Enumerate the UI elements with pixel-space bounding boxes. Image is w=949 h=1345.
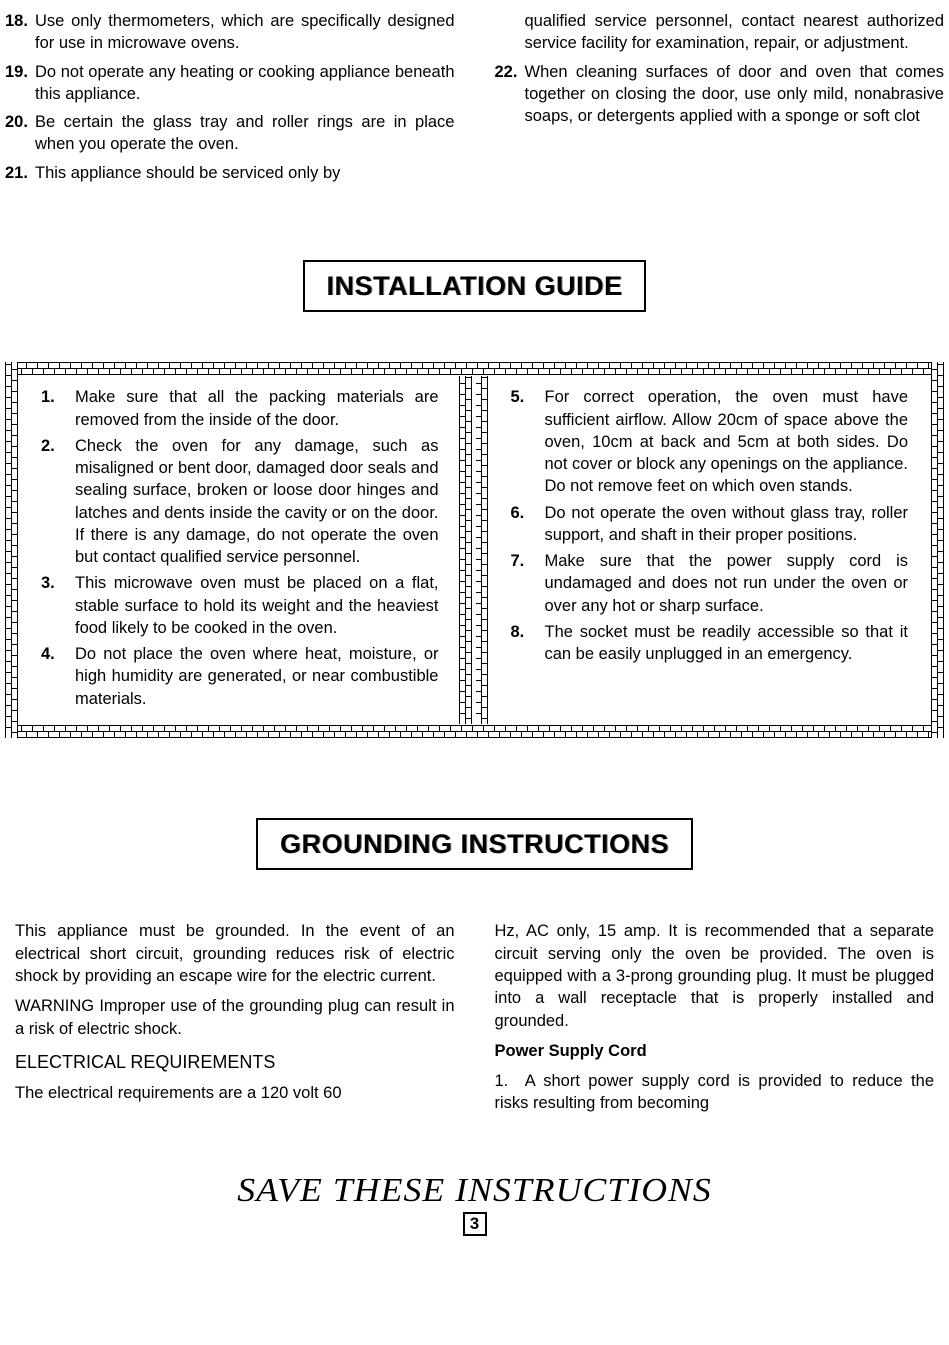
item-number: 19. [5,61,35,106]
border-decoration [926,362,944,738]
precautions-left-col: 18. Use only thermometers, which are spe… [5,10,455,190]
installation-title-wrap: INSTALLATION GUIDE [5,260,944,312]
list-item: 20. Be certain the glass tray and roller… [5,111,455,156]
item-text: Make sure that the power supply cord is … [545,550,909,617]
list-item: 4. Do not place the oven where heat, moi… [41,643,439,710]
item-text: Be certain the glass tray and roller rin… [35,111,455,156]
item-number: 5. [511,386,545,497]
item-text: This appliance should be serviced only b… [35,162,455,184]
item-text: Use only thermometers, which are specifi… [35,10,455,55]
list-item: 22. When cleaning surfaces of door and o… [495,61,945,128]
item-text: When cleaning surfaces of door and oven … [525,61,945,128]
item-text: Do not place the oven where heat, moistu… [75,643,439,710]
list-item: 18. Use only thermometers, which are spe… [5,10,455,55]
grounding-right-col: Hz, AC only, 15 amp. It is recommended t… [495,920,935,1122]
item-number: 3. [41,572,75,639]
precautions-continued: 18. Use only thermometers, which are spe… [5,10,944,190]
item-text: Do not operate the oven without glass tr… [545,502,909,547]
list-item: 7. Make sure that the power supply cord … [511,550,909,617]
item-text: This microwave oven must be placed on a … [75,572,439,639]
item-text: Do not operate any heating or cooking ap… [35,61,455,106]
grounding-left-col: This appliance must be grounded. In the … [15,920,455,1122]
item-continuation: qualified service personnel, contact nea… [525,10,945,55]
list-item: 6. Do not operate the oven without glass… [511,502,909,547]
list-item: 21. This appliance should be serviced on… [5,162,455,184]
paragraph: WARNING Improper use of the grounding pl… [15,995,455,1040]
grounding-title-wrap: GROUNDING INSTRUCTIONS [5,818,944,870]
install-right-col: 5. For correct operation, the oven must … [493,380,927,720]
item-number: 20. [5,111,35,156]
item-text: Make sure that all the packing materials… [75,386,439,431]
item-number: 18. [5,10,35,55]
electrical-requirements-heading: ELECTRICAL REQUIREMENTS [15,1050,455,1074]
item-text: Check the oven for any damage, such as m… [75,435,439,569]
item-number: 22. [495,61,525,128]
list-item: 5. For correct operation, the oven must … [511,386,909,497]
item-number: 2. [41,435,75,569]
paragraph: Hz, AC only, 15 amp. It is recommended t… [495,920,935,1031]
list-item: 3. This microwave oven must be placed on… [41,572,439,639]
installation-title: INSTALLATION GUIDE [303,260,647,312]
paragraph: This appliance must be grounded. In the … [15,920,455,987]
power-cord-heading: Power Supply Cord [495,1040,935,1062]
list-item: 19. Do not operate any heating or cookin… [5,61,455,106]
paragraph: 1. A short power supply cord is provided… [495,1070,935,1115]
list-item: 1. Make sure that all the packing materi… [41,386,439,431]
install-left-col: 1. Make sure that all the packing materi… [23,380,457,720]
item-number: 21. [5,162,35,184]
save-instructions-text: SAVE THESE INSTRUCTIONS [0,1168,949,1214]
list-item: 8. The socket must be readily accessible… [511,621,909,666]
paragraph: The electrical requirements are a 120 vo… [15,1082,455,1104]
item-number: 7. [511,550,545,617]
grounding-title: GROUNDING INSTRUCTIONS [256,818,693,870]
item-number: 8. [511,621,545,666]
item-text: For correct operation, the oven must hav… [545,386,909,497]
item-text: The socket must be readily accessible so… [545,621,909,666]
list-item: 2. Check the oven for any damage, such a… [41,435,439,569]
column-divider [457,380,493,720]
item-number: 6. [511,502,545,547]
border-decoration [5,362,23,738]
item-number: 1. [41,386,75,431]
page-footer: SAVE THESE INSTRUCTIONS 3 [5,1168,944,1237]
item-number: 4. [41,643,75,710]
installation-guide-box: 1. Make sure that all the packing materi… [5,362,944,738]
grounding-section: This appliance must be grounded. In the … [5,920,944,1122]
page-number: 3 [463,1212,487,1236]
precautions-right-col: qualified service personnel, contact nea… [495,10,945,190]
